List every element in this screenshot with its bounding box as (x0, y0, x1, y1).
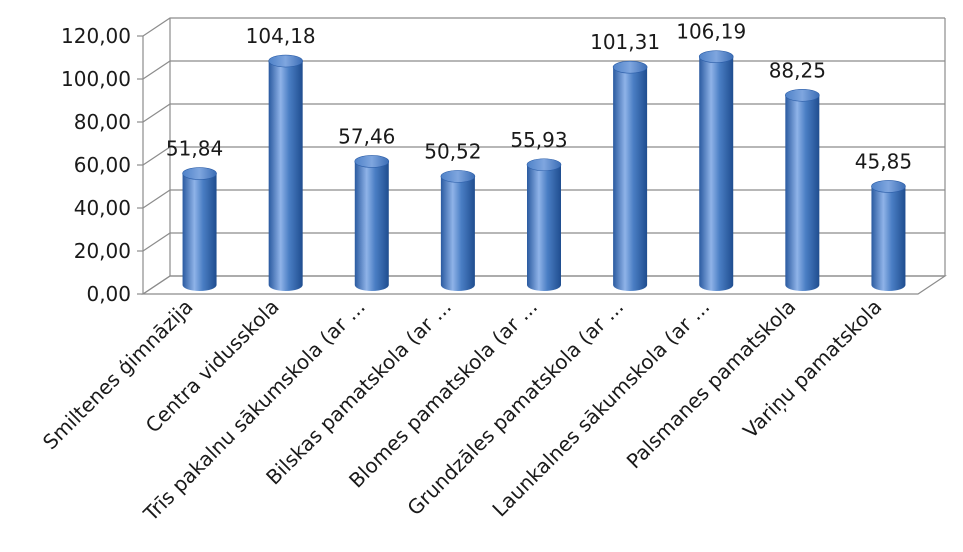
bar-body (871, 186, 906, 291)
y-tick-label: 60,00 (74, 153, 131, 177)
bar-body (182, 173, 217, 291)
gridline (142, 60, 945, 80)
gridline (142, 275, 945, 295)
data-label: 104,18 (246, 24, 316, 48)
bars (182, 50, 906, 292)
bar (526, 158, 562, 291)
bar-body (527, 164, 561, 291)
data-label: 45,85 (855, 149, 912, 173)
bar-body (699, 56, 734, 292)
data-label: 50,52 (424, 139, 481, 163)
bar-body (440, 176, 475, 291)
data-label: 55,93 (510, 128, 567, 152)
y-tick-label: 100,00 (61, 67, 131, 91)
bar (182, 167, 217, 291)
data-label: 106,19 (676, 20, 746, 44)
bar-cap (440, 170, 476, 183)
gridline (142, 103, 945, 123)
bar-cap (785, 88, 820, 102)
data-labels: 51,84 104,18 57,46 50,52 55,93 101,31 106,19 88… (166, 20, 912, 174)
bar-cap (871, 180, 906, 193)
bar-body (613, 67, 648, 291)
bar (871, 180, 906, 291)
data-label: 88,25 (769, 58, 826, 82)
y-tick-label: 20,00 (74, 239, 131, 263)
bar-cap (354, 155, 390, 168)
gridline (142, 189, 945, 209)
category-label: Palsmanes pamatskola (622, 295, 801, 474)
bar-cap (612, 60, 648, 74)
bar-cap (182, 167, 217, 180)
gridline (142, 17, 945, 37)
bar (698, 50, 734, 292)
data-label: 57,46 (338, 124, 395, 148)
bar-cap (526, 158, 562, 172)
y-tick-label: 40,00 (74, 196, 131, 220)
y-tick-label: 80,00 (74, 110, 131, 134)
gridline (142, 232, 945, 252)
bar-cap (698, 50, 734, 63)
y-tick-label: 120,00 (61, 24, 131, 48)
y-axis: 0,00 20,00 40,00 60,00 80,00 100,00 120,00 (61, 24, 143, 306)
bar-body (785, 95, 820, 291)
bar (268, 54, 303, 291)
data-label: 51,84 (166, 137, 223, 161)
bar (440, 170, 476, 291)
bar-cap (268, 54, 303, 68)
bar (612, 60, 648, 291)
bar-body (268, 61, 303, 291)
data-label: 101,31 (590, 30, 660, 54)
y-tick-label: 0,00 (86, 282, 131, 306)
gridline (142, 146, 945, 166)
bar (354, 155, 390, 291)
bar (785, 88, 820, 291)
category-label: Smiltenes ģimnāzija (38, 295, 198, 455)
bar-body (354, 161, 389, 291)
